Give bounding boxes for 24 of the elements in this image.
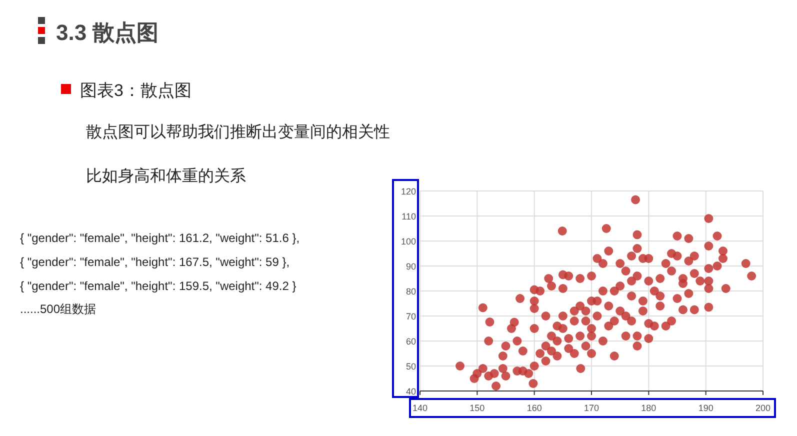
y-tick-label: 110	[402, 212, 416, 222]
y-tick-label: 80	[406, 286, 416, 296]
x-tick-label: 180	[641, 403, 656, 413]
text: { "gender": "female", "height": 167.5, "weight": 59 },	[20, 255, 290, 269]
y-tick-label: 60	[406, 336, 416, 346]
text: 比如身高和体重的关系	[86, 167, 246, 185]
y-tick-label: 120	[400, 186, 416, 196]
x-tick-label: 150	[470, 403, 485, 413]
text: { "gender": "female", "height": 161.2, "weight": 51.6 },	[20, 231, 300, 245]
text: 图表3：散点图	[80, 81, 192, 100]
text: 散点图可以帮助我们推断出变量间的相关性	[86, 123, 390, 141]
y-tick-label: 50	[406, 362, 416, 372]
y-tick-label: 40	[406, 386, 416, 396]
y-tick-label: 70	[406, 312, 416, 322]
y-tick-label: 100	[400, 236, 416, 246]
y-tick-label: 90	[406, 262, 416, 272]
x-tick-label: 200	[755, 403, 771, 413]
x-tick-label: 190	[698, 403, 714, 413]
text: { "gender": "female", "height": 159.5, "weight": 49.2 }	[20, 279, 296, 293]
text: 3.3 散点图	[56, 20, 159, 45]
x-tick-label: 160	[526, 403, 542, 413]
x-tick-label: 170	[584, 403, 600, 413]
x-tick-label: 140	[412, 403, 428, 413]
text: ......500组数据	[20, 302, 96, 316]
